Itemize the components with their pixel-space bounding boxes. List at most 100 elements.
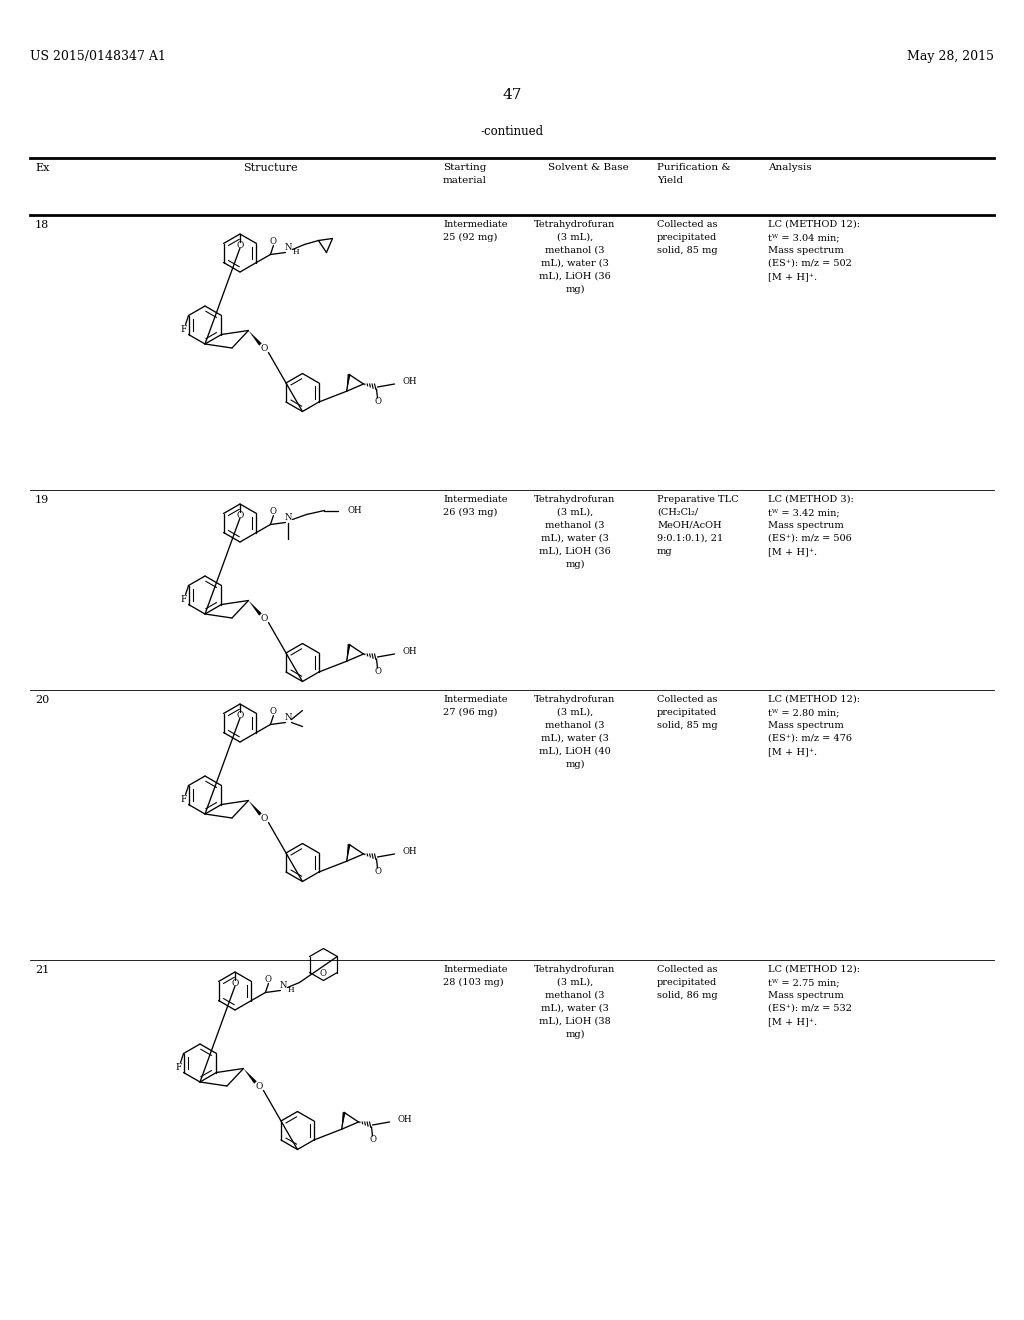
Text: Mass spectrum: Mass spectrum [768,721,844,730]
Text: OH: OH [347,506,361,515]
Polygon shape [244,1068,257,1084]
Text: Tetrahydrofuran: Tetrahydrofuran [535,696,615,704]
Text: solid, 85 mg: solid, 85 mg [657,246,718,255]
Text: mL), water (3: mL), water (3 [541,535,609,543]
Text: Mass spectrum: Mass spectrum [768,991,844,1001]
Text: mL), water (3: mL), water (3 [541,259,609,268]
Text: tᵂ = 3.04 min;: tᵂ = 3.04 min; [768,234,840,242]
Text: (ES⁺): m/z = 476: (ES⁺): m/z = 476 [768,734,852,743]
Text: O: O [237,240,244,249]
Text: Purification &: Purification & [657,162,731,172]
Text: OH: OH [402,847,417,857]
Text: OH: OH [397,1115,412,1125]
Text: (3 mL),: (3 mL), [557,234,593,242]
Text: US 2015/0148347 A1: US 2015/0148347 A1 [30,50,166,63]
Text: 19: 19 [35,495,49,506]
Text: mL), water (3: mL), water (3 [541,1005,609,1012]
Text: Intermediate: Intermediate [443,220,508,228]
Text: 25 (92 mg): 25 (92 mg) [443,234,498,242]
Text: F: F [180,795,186,804]
Text: 27 (96 mg): 27 (96 mg) [443,708,498,717]
Text: mg): mg) [565,285,585,294]
Polygon shape [347,845,350,861]
Text: precipitated: precipitated [657,708,717,717]
Text: O: O [265,975,272,983]
Text: O: O [237,511,244,520]
Text: mg): mg) [565,1030,585,1039]
Polygon shape [347,644,350,661]
Text: F: F [180,325,186,334]
Text: (3 mL),: (3 mL), [557,508,593,517]
Text: O: O [261,614,268,623]
Text: O: O [270,507,276,516]
Text: precipitated: precipitated [657,978,717,987]
Text: (3 mL),: (3 mL), [557,978,593,987]
Text: Tetrahydrofuran: Tetrahydrofuran [535,965,615,974]
Text: Tetrahydrofuran: Tetrahydrofuran [535,495,615,504]
Text: [M + H]⁺.: [M + H]⁺. [768,747,817,756]
Text: 9:0.1:0.1), 21: 9:0.1:0.1), 21 [657,535,723,543]
Text: F: F [175,1063,181,1072]
Text: Preparative TLC: Preparative TLC [657,495,738,504]
Text: [M + H]⁺.: [M + H]⁺. [768,272,817,281]
Text: mg: mg [657,546,673,556]
Text: mg): mg) [565,760,585,770]
Text: 26 (93 mg): 26 (93 mg) [443,508,498,517]
Text: solid, 86 mg: solid, 86 mg [657,991,718,1001]
Text: Mass spectrum: Mass spectrum [768,521,844,531]
Text: solid, 85 mg: solid, 85 mg [657,721,718,730]
Text: material: material [443,176,487,185]
Text: Ex: Ex [35,162,49,173]
Text: May 28, 2015: May 28, 2015 [907,50,994,63]
Text: methanol (3: methanol (3 [545,721,605,730]
Text: Collected as: Collected as [657,965,718,974]
Text: mL), LiOH (36: mL), LiOH (36 [539,272,611,281]
Polygon shape [249,330,262,346]
Text: mL), LiOH (36: mL), LiOH (36 [539,546,611,556]
Text: LC (METHOD 12):: LC (METHOD 12): [768,696,860,704]
Text: tᵂ = 2.80 min;: tᵂ = 2.80 min; [768,708,840,717]
Polygon shape [347,374,350,391]
Text: F: F [180,595,186,605]
Text: OH: OH [402,378,417,387]
Text: O: O [231,978,239,987]
Text: mL), LiOH (38: mL), LiOH (38 [539,1016,611,1026]
Text: O: O [270,238,276,246]
Polygon shape [342,1113,345,1129]
Text: 28 (103 mg): 28 (103 mg) [443,978,504,987]
Text: precipitated: precipitated [657,234,717,242]
Text: LC (METHOD 3):: LC (METHOD 3): [768,495,854,504]
Polygon shape [249,601,262,615]
Text: LC (METHOD 12):: LC (METHOD 12): [768,220,860,228]
Text: O: O [270,708,276,715]
Text: O: O [374,866,381,875]
Text: mL), LiOH (40: mL), LiOH (40 [539,747,611,756]
Text: O: O [374,396,381,405]
Text: Mass spectrum: Mass spectrum [768,246,844,255]
Text: N: N [285,513,292,521]
Text: (3 mL),: (3 mL), [557,708,593,717]
Text: mg): mg) [565,560,585,569]
Text: Starting: Starting [443,162,486,172]
Text: MeOH/AcOH: MeOH/AcOH [657,521,722,531]
Text: mL), water (3: mL), water (3 [541,734,609,743]
Text: O: O [256,1082,263,1092]
Text: Intermediate: Intermediate [443,696,508,704]
Text: H: H [292,248,299,256]
Text: Collected as: Collected as [657,220,718,228]
Text: 21: 21 [35,965,49,975]
Text: O: O [261,814,268,822]
Text: Yield: Yield [657,176,683,185]
Text: (ES⁺): m/z = 506: (ES⁺): m/z = 506 [768,535,852,543]
Text: 20: 20 [35,696,49,705]
Text: (ES⁺): m/z = 532: (ES⁺): m/z = 532 [768,1005,852,1012]
Text: Collected as: Collected as [657,696,718,704]
Text: tᵂ = 3.42 min;: tᵂ = 3.42 min; [768,508,840,517]
Text: (ES⁺): m/z = 502: (ES⁺): m/z = 502 [768,259,852,268]
Text: tᵂ = 2.75 min;: tᵂ = 2.75 min; [768,978,840,987]
Text: Structure: Structure [243,162,297,173]
Text: N: N [285,243,292,252]
Text: methanol (3: methanol (3 [545,246,605,255]
Text: 47: 47 [503,88,521,102]
Text: N: N [280,981,287,990]
